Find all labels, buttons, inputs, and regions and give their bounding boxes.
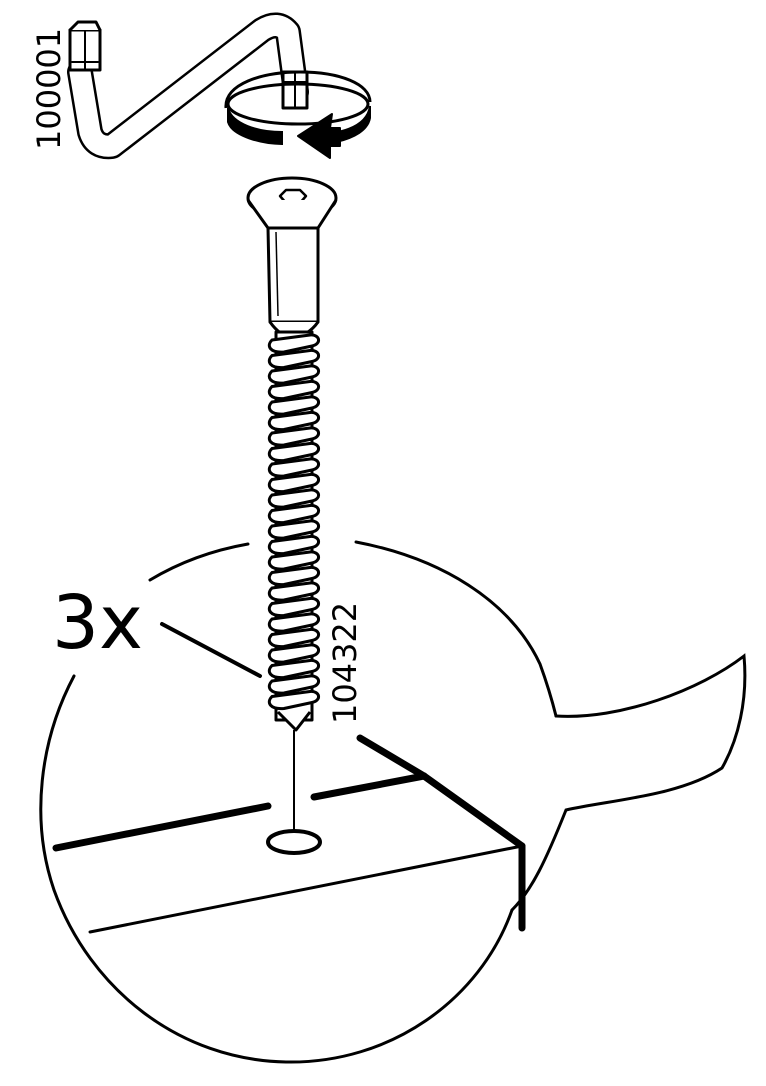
screw-thread-ridge [267, 689, 320, 711]
screw-thread-ridge [267, 503, 320, 525]
screw-thread-ridge [267, 534, 320, 556]
screw-thread-ridge [267, 581, 320, 602]
screw-thread-ridge [267, 457, 320, 478]
screw-thread-ridge [267, 348, 320, 370]
tool-part-number: 100001 [30, 28, 68, 150]
board-panel [52, 734, 526, 934]
screw-part-number: 104322 [326, 602, 364, 724]
screw-thread-ridge [267, 364, 320, 385]
quantity-label: 3x [52, 580, 143, 666]
screw-thread-ridge [267, 441, 320, 463]
screw-thread-ridge [267, 550, 320, 571]
screw-thread-ridge [267, 472, 320, 494]
pre-drilled-hole-icon [266, 829, 322, 855]
screw-thread-ridge [267, 395, 320, 416]
rotate-arrow-icon [224, 70, 372, 159]
screw-thread-ridge [267, 379, 320, 401]
screw-thread-ridge [267, 426, 320, 447]
screw-thread-ridge [267, 643, 320, 664]
allen-key-icon [67, 12, 309, 160]
screw-thread-ridge [267, 612, 320, 633]
callout-magnifier [39, 540, 747, 1064]
screw-thread-ridge [267, 410, 320, 432]
screw-thread-ridge [267, 488, 320, 509]
quantity-leader-line [160, 622, 262, 678]
screw-thread-ridge [267, 596, 320, 618]
screw-thread-ridge [267, 658, 320, 680]
screw-icon [246, 176, 338, 732]
screw-thread-ridge [267, 674, 320, 695]
screw-thread-ridge [267, 565, 320, 587]
screw-thread-ridge [267, 333, 320, 354]
screw-thread-ridge [267, 627, 320, 649]
screw-thread-ridge [267, 519, 320, 540]
